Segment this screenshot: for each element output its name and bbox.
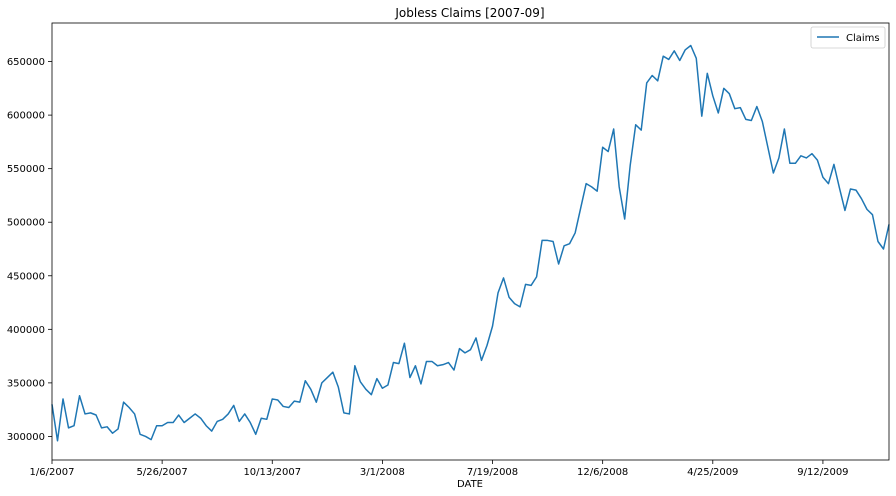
legend: Claims [810, 26, 886, 49]
x-axis-label: DATE [457, 479, 483, 490]
y-tick-label: 550000 [7, 164, 45, 175]
legend-box [810, 26, 886, 49]
y-tick-label: 300000 [7, 432, 45, 443]
x-tick-label: 12/6/2008 [577, 467, 628, 478]
x-tick-label: 7/19/2008 [467, 467, 518, 478]
x-tick-label: 9/12/2009 [797, 467, 848, 478]
x-tick-label: 3/1/2008 [360, 467, 405, 478]
y-tick-label: 600000 [7, 111, 45, 122]
y-tick-label: 500000 [7, 218, 45, 229]
plot-area [51, 44, 890, 442]
y-axis: 300000 350000 400000 450000 500000 550000 6000… [7, 57, 52, 443]
x-axis: 1/6/2007 5/26/2007 10/13/2007 3/1/2008 7/19/… [30, 460, 849, 478]
y-tick-label: 400000 [7, 325, 45, 336]
x-tick-label: 5/26/2007 [136, 467, 187, 478]
x-tick-label: 10/13/2007 [243, 467, 301, 478]
x-tick-label: 4/25/2009 [687, 467, 738, 478]
x-tick-label: 1/6/2007 [30, 467, 75, 478]
legend-label: Claims [846, 33, 880, 44]
y-tick-label: 650000 [7, 57, 45, 68]
chart-title: Jobless Claims [2007-09] [394, 6, 544, 20]
plot-frame [51, 22, 890, 461]
series-line-claims [51, 44, 890, 442]
y-tick-label: 450000 [7, 271, 45, 282]
y-tick-label: 350000 [7, 378, 45, 389]
